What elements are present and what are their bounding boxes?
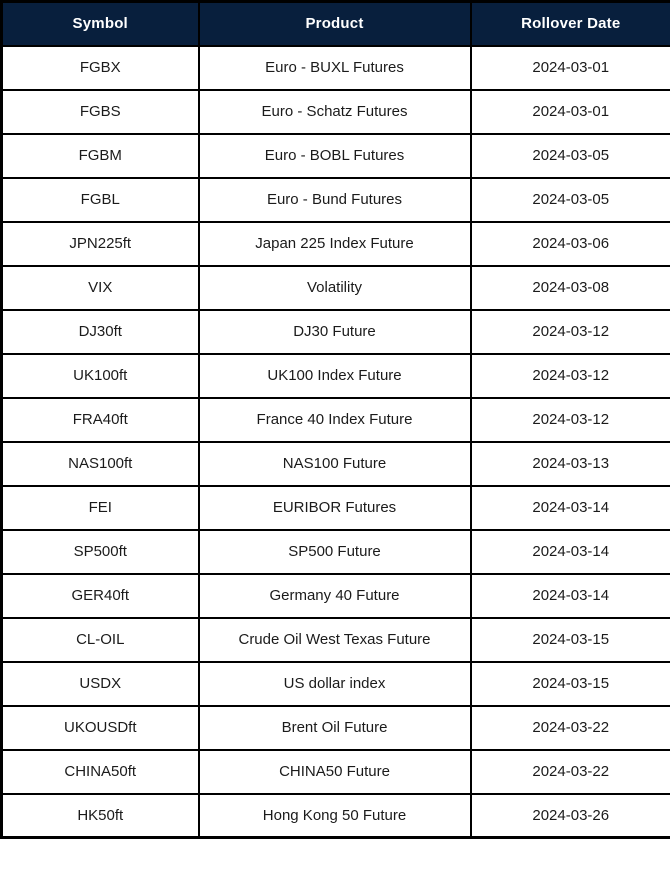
table-row: FGBX Euro - BUXL Futures 2024-03-01 [0,44,670,91]
table-row: FGBM Euro - BOBL Futures 2024-03-05 [0,132,670,179]
rollover-date-cell: 2024-03-26 [469,792,670,839]
product-cell: SP500 Future [197,528,472,575]
rollover-date-cell: 2024-03-01 [469,44,670,91]
table-row: USDX US dollar index 2024-03-15 [0,660,670,707]
table-row: NAS100ft NAS100 Future 2024-03-13 [0,440,670,487]
product-cell: NAS100 Future [197,440,472,487]
product-cell: Japan 225 Index Future [197,220,472,267]
symbol-cell: FEI [0,484,200,531]
rollover-date-cell: 2024-03-15 [469,616,670,663]
product-cell: Euro - BUXL Futures [197,44,472,91]
rollover-date-cell: 2024-03-12 [469,352,670,399]
symbol-cell: VIX [0,264,200,311]
rollover-date-cell: 2024-03-08 [469,264,670,311]
table-row: UK100ft UK100 Index Future 2024-03-12 [0,352,670,399]
table-row: HK50ft Hong Kong 50 Future 2024-03-26 [0,792,670,839]
product-cell: UK100 Index Future [197,352,472,399]
rollover-date-cell: 2024-03-05 [469,132,670,179]
rollover-date-cell: 2024-03-22 [469,704,670,751]
table-row: FEI EURIBOR Futures 2024-03-14 [0,484,670,531]
table-row: VIX Volatility 2024-03-08 [0,264,670,311]
product-cell: Hong Kong 50 Future [197,792,472,839]
rollover-date-cell: 2024-03-14 [469,484,670,531]
symbol-cell: FGBM [0,132,200,179]
product-cell: Crude Oil West Texas Future [197,616,472,663]
product-cell: Euro - BOBL Futures [197,132,472,179]
rollover-table: Symbol Product Rollover Date FGBX Euro - … [0,0,670,839]
rollover-date-cell: 2024-03-22 [469,748,670,795]
table-row: FRA40ft France 40 Index Future 2024-03-12 [0,396,670,443]
product-cell: DJ30 Future [197,308,472,355]
symbol-cell: CL-OIL [0,616,200,663]
symbol-cell: FGBL [0,176,200,223]
rollover-date-cell: 2024-03-14 [469,572,670,619]
product-cell: Euro - Schatz Futures [197,88,472,135]
symbol-cell: GER40ft [0,572,200,619]
symbol-cell: DJ30ft [0,308,200,355]
symbol-cell: SP500ft [0,528,200,575]
table-row: GER40ft Germany 40 Future 2024-03-14 [0,572,670,619]
product-cell: Brent Oil Future [197,704,472,751]
rollover-date-cell: 2024-03-01 [469,88,670,135]
table-row: FGBL Euro - Bund Futures 2024-03-05 [0,176,670,223]
product-cell: EURIBOR Futures [197,484,472,531]
product-cell: Volatility [197,264,472,311]
table-row: JPN225ft Japan 225 Index Future 2024-03-06 [0,220,670,267]
product-cell: France 40 Index Future [197,396,472,443]
column-header-symbol: Symbol [0,0,200,47]
product-cell: CHINA50 Future [197,748,472,795]
column-header-product: Product [197,0,472,47]
symbol-cell: HK50ft [0,792,200,839]
symbol-cell: NAS100ft [0,440,200,487]
symbol-cell: JPN225ft [0,220,200,267]
rollover-date-cell: 2024-03-13 [469,440,670,487]
rollover-date-cell: 2024-03-12 [469,308,670,355]
product-cell: Euro - Bund Futures [197,176,472,223]
table-row: CHINA50ft CHINA50 Future 2024-03-22 [0,748,670,795]
table-row: DJ30ft DJ30 Future 2024-03-12 [0,308,670,355]
table-row: CL-OIL Crude Oil West Texas Future 2024-03… [0,616,670,663]
rollover-date-cell: 2024-03-12 [469,396,670,443]
table-row: SP500ft SP500 Future 2024-03-14 [0,528,670,575]
product-cell: Germany 40 Future [197,572,472,619]
symbol-cell: USDX [0,660,200,707]
symbol-cell: CHINA50ft [0,748,200,795]
symbol-cell: FRA40ft [0,396,200,443]
header-row: Symbol Product Rollover Date [0,0,670,47]
symbol-cell: UK100ft [0,352,200,399]
rollover-date-cell: 2024-03-14 [469,528,670,575]
column-header-rollover-date: Rollover Date [469,0,670,47]
rollover-date-cell: 2024-03-15 [469,660,670,707]
symbol-cell: UKOUSDft [0,704,200,751]
symbol-cell: FGBS [0,88,200,135]
product-cell: US dollar index [197,660,472,707]
symbol-cell: FGBX [0,44,200,91]
table-row: FGBS Euro - Schatz Futures 2024-03-01 [0,88,670,135]
table-row: UKOUSDft Brent Oil Future 2024-03-22 [0,704,670,751]
rollover-date-cell: 2024-03-05 [469,176,670,223]
rollover-date-cell: 2024-03-06 [469,220,670,267]
